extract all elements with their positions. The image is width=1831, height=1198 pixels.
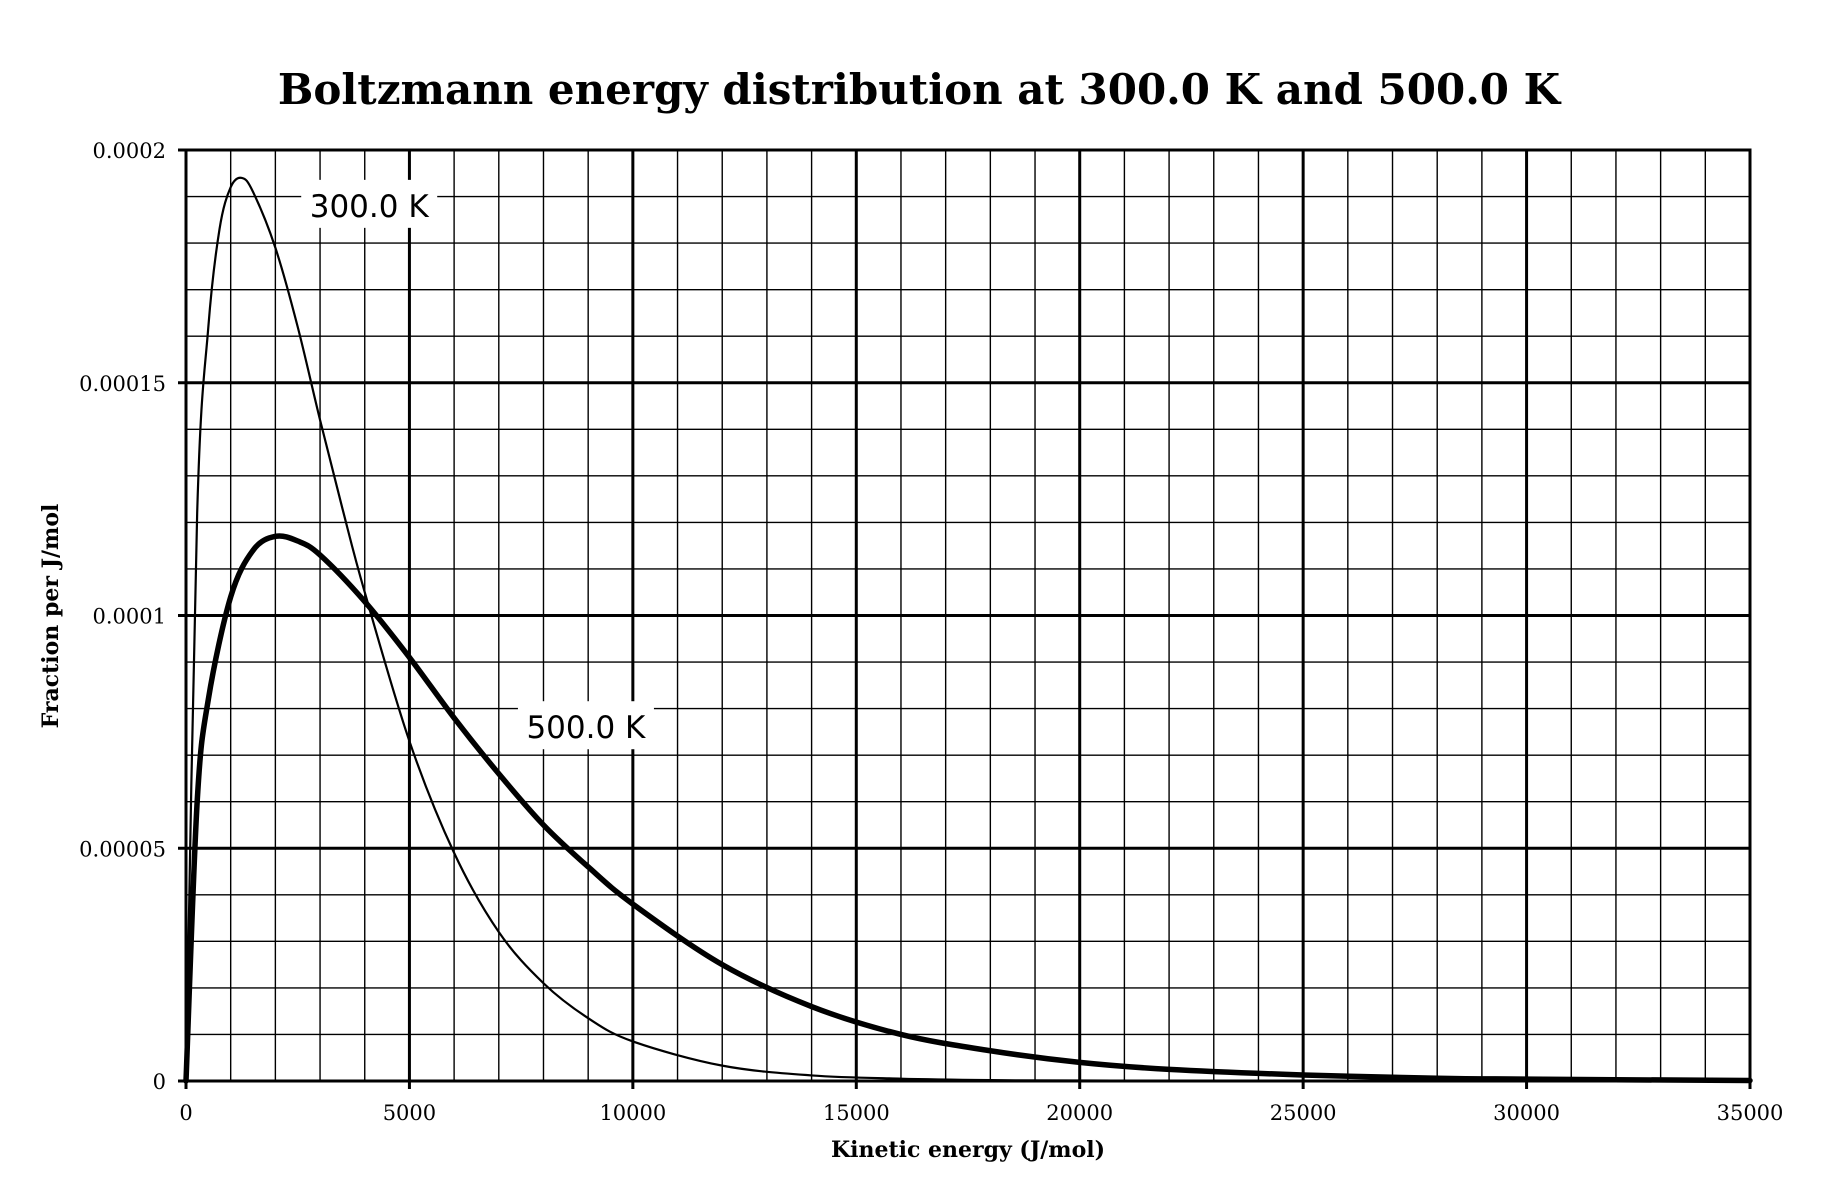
x-tick-label: 20000 (1046, 1101, 1113, 1125)
x-tick-label: 10000 (599, 1101, 666, 1125)
y-tick-label: 0.0002 (93, 139, 166, 163)
x-tick-label: 30000 (1493, 1101, 1560, 1125)
y-axis-ticks: 0 0.00005 0.0001 0.00015 0.0002 (79, 139, 166, 1094)
curve-label: 500.0 K (526, 710, 646, 746)
x-axis-label: Kinetic energy (J/mol) (831, 1137, 1105, 1163)
curve-label: 300.0 K (310, 189, 430, 225)
x-tick-label: 5000 (383, 1101, 436, 1125)
y-tick-label: 0 (153, 1070, 166, 1094)
x-tick-label: 25000 (1270, 1101, 1337, 1125)
series-line-500-0-k (183, 533, 1753, 1084)
chart-title: Boltzmann energy distribution at 300.0 K… (278, 65, 1562, 114)
x-tick-label: 15000 (823, 1101, 890, 1125)
annotation-layer: 300.0 K 500.0 K (301, 179, 654, 750)
y-tick-label: 0.0001 (93, 605, 166, 629)
y-tick-label: 0.00015 (79, 372, 166, 396)
plot-frame (184, 148, 1752, 1083)
series-layer (183, 176, 1753, 1084)
x-tick-label: 0 (179, 1101, 192, 1125)
x-axis-ticks: 0 5000 10000 15000 20000 25000 30000 35000 (179, 1101, 1783, 1125)
x-tick-label: 35000 (1717, 1101, 1784, 1125)
curve-label-background (517, 701, 654, 750)
y-tick-label: 0.00005 (79, 837, 166, 861)
curve-label-background (301, 179, 438, 228)
y-axis-label: Fraction per J/mol (38, 504, 64, 729)
grid-major (178, 148, 1752, 1089)
series-line-300-0-k (184, 176, 1752, 1083)
